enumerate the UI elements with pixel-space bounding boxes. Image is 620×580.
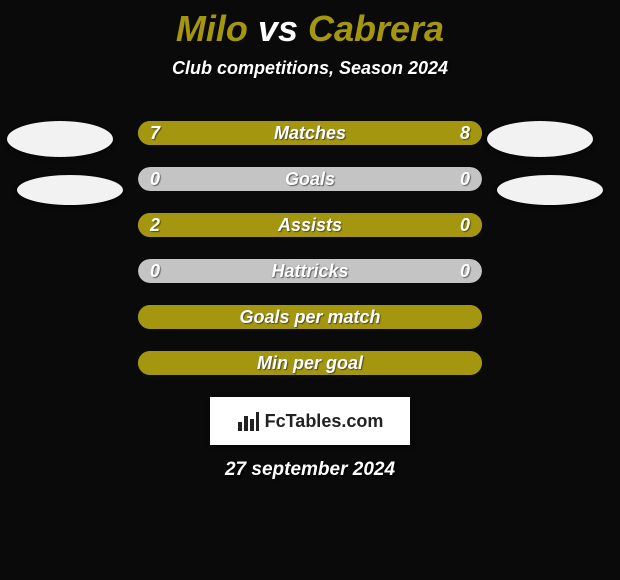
stat-value-right: 0 [460,167,470,191]
stat-row: Goals0 0 [138,167,482,191]
stat-row: Min per goal [138,351,482,375]
logo-text: FcTables.com [265,411,384,432]
comparison-chart: Matches78Goals00Assists20Hattricks00Goal… [0,121,620,375]
stat-value-right: 0 [460,259,470,283]
stat-label: Assists [138,213,482,237]
avatar-left-bot [17,175,123,205]
stat-value-left: 0 [150,167,160,191]
stat-row: Goals per match [138,305,482,329]
stat-row: Assists2 0 [138,213,482,237]
stat-value-left: 2 [150,213,160,237]
date-text: 27 september 2024 [0,459,620,481]
stat-row: Matches7 8 [138,121,482,145]
player2-name: Cabrera [308,8,444,49]
stat-value-left: 7 [150,121,160,145]
stat-value-right: 0 [460,213,470,237]
stat-value-right: 8 [460,121,470,145]
stat-value-left: 0 [150,259,160,283]
subtitle: Club competitions, Season 2024 [0,58,620,79]
stat-label: Hattricks [138,259,482,283]
page-title: Milo vs Cabrera [0,0,620,50]
stat-label: Min per goal [138,351,482,375]
title-vs: vs [258,8,298,49]
logo-box: FcTables.com [210,397,410,445]
player1-name: Milo [176,8,248,49]
avatar-right-top [487,121,593,157]
stat-row: Hattricks0 0 [138,259,482,283]
avatar-right-bot [497,175,603,205]
stat-label: Matches [138,121,482,145]
stat-label: Goals per match [138,305,482,329]
stat-label: Goals [138,167,482,191]
bars-icon [237,410,259,432]
avatar-left-top [7,121,113,157]
